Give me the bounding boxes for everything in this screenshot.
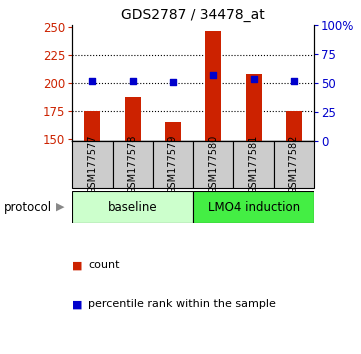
- Bar: [274, 141, 314, 188]
- Text: GSM177582: GSM177582: [289, 135, 299, 194]
- Bar: [245, 74, 262, 141]
- Text: ■: ■: [72, 299, 83, 309]
- Text: GSM177581: GSM177581: [249, 135, 258, 194]
- Bar: [125, 97, 141, 141]
- Text: ▶: ▶: [56, 202, 65, 212]
- Point: [251, 76, 256, 82]
- Bar: [165, 122, 181, 141]
- Bar: [193, 141, 234, 188]
- Point: [170, 79, 176, 85]
- Title: GDS2787 / 34478_at: GDS2787 / 34478_at: [121, 8, 265, 22]
- Bar: [72, 141, 113, 188]
- Text: GSM177579: GSM177579: [168, 135, 178, 194]
- Bar: [113, 141, 153, 188]
- Point: [90, 78, 95, 84]
- Bar: [286, 111, 302, 141]
- Bar: [205, 32, 221, 141]
- Text: ■: ■: [72, 261, 83, 270]
- Text: GSM177578: GSM177578: [128, 135, 138, 194]
- Bar: [153, 141, 193, 188]
- Text: count: count: [88, 261, 120, 270]
- Bar: [234, 141, 274, 188]
- Point: [210, 72, 216, 78]
- Bar: [72, 191, 193, 223]
- Text: protocol: protocol: [4, 201, 52, 213]
- Text: GSM177577: GSM177577: [87, 135, 97, 194]
- Bar: [84, 111, 100, 141]
- Text: GSM177580: GSM177580: [208, 135, 218, 194]
- Text: percentile rank within the sample: percentile rank within the sample: [88, 299, 276, 309]
- Point: [291, 78, 297, 84]
- Text: baseline: baseline: [108, 201, 157, 213]
- Bar: [193, 191, 314, 223]
- Text: LMO4 induction: LMO4 induction: [208, 201, 300, 213]
- Point: [130, 78, 135, 84]
